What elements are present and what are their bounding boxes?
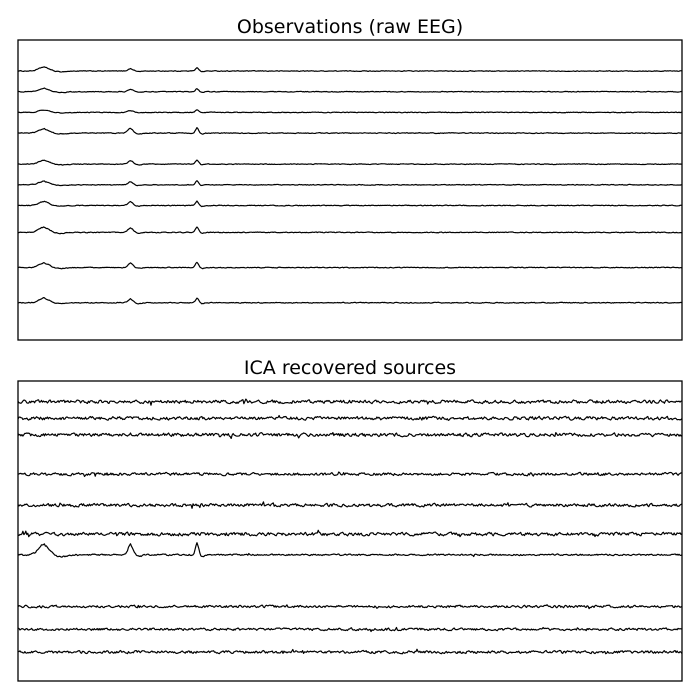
signal-trace: [17, 200, 683, 208]
panel-1-title: Observations (raw EEG): [237, 16, 463, 38]
signal-trace: [17, 542, 683, 558]
signal-trace: [17, 226, 683, 235]
panel-2-title: ICA recovered sources: [244, 357, 456, 379]
signal-trace: [17, 626, 683, 633]
panel-2-plot-area: [17, 398, 683, 655]
signal-trace: [17, 414, 683, 421]
signal-trace: [17, 126, 683, 135]
signal-trace: [17, 648, 683, 655]
signal-trace: [17, 66, 683, 73]
signal-trace: [17, 109, 683, 114]
signal-trace: [17, 604, 683, 610]
signal-trace: [17, 471, 683, 478]
signal-trace: [17, 159, 683, 166]
signal-trace: [17, 297, 683, 305]
signal-trace: [17, 529, 683, 538]
panel-1-plot-area: [17, 66, 683, 305]
signal-trace: [17, 431, 683, 440]
panel-ica-sources: ICA recovered sources: [17, 357, 683, 682]
panel-2-axes-frame: [17, 380, 683, 682]
panel-1-axes-frame: [17, 39, 683, 341]
signal-trace: [17, 398, 683, 406]
signal-trace: [17, 261, 683, 270]
signal-trace: [17, 501, 683, 509]
signal-trace: [17, 180, 683, 187]
signal-trace: [17, 87, 683, 94]
panel-raw-eeg: Observations (raw EEG): [17, 16, 683, 341]
